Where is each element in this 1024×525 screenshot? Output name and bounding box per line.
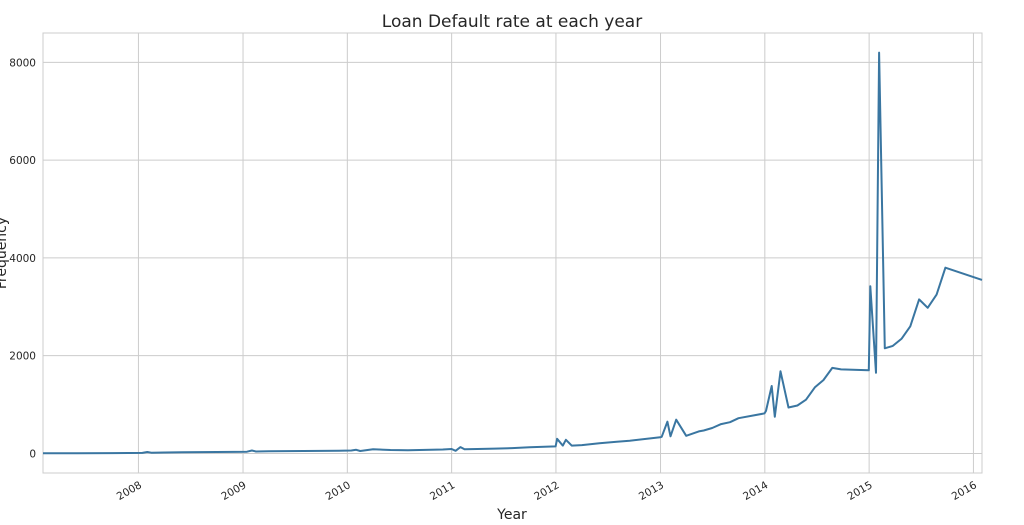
chart-title: Loan Default rate at each year [382,12,642,32]
x-tick-label: 2012 [532,479,561,503]
x-tick-label: 2009 [219,479,248,503]
y-tick-label: 4000 [9,253,36,265]
y-tick-label: 0 [29,448,36,460]
x-axis-label: Year [496,507,527,523]
y-axis-ticks: 0 2000 4000 6000 8000 [9,57,36,460]
x-tick-label: 2010 [324,479,353,503]
y-tick-label: 2000 [9,351,36,363]
x-tick-label: 2013 [637,479,666,503]
x-tick-label: 2014 [741,479,770,503]
x-tick-label: 2008 [115,479,144,503]
series-layer [43,51,983,455]
x-axis-ticks: 2008 2009 2010 2011 2012 2013 2014 2015 2016 [115,479,979,503]
grid [43,33,982,473]
series-line-0 [43,51,983,455]
x-tick-label: 2011 [428,479,457,503]
x-tick-label: 2015 [845,479,874,503]
y-axis-label: Frequency [0,217,10,289]
plot-frame [42,32,983,474]
y-tick-label: 8000 [9,57,36,69]
x-tick-label: 2016 [950,479,979,503]
y-tick-label: 6000 [9,155,36,167]
